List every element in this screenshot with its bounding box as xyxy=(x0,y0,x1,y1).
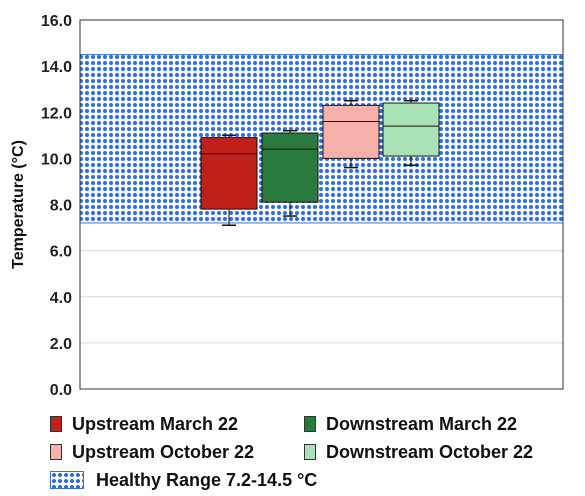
legend-swatch-healthy-range xyxy=(50,471,84,489)
legend: Upstream March 22 Downstream March 22 Up… xyxy=(50,410,580,494)
legend-swatch-upstream-october xyxy=(50,444,62,460)
legend-swatch-upstream-march xyxy=(50,416,62,432)
plot-area-border xyxy=(79,19,564,390)
legend-label-downstream-march: Downstream March 22 xyxy=(326,413,518,434)
box-upstream-march-22 xyxy=(200,134,258,227)
legend-row-1: Upstream March 22 Downstream March 22 xyxy=(50,410,580,438)
legend-label-downstream-october: Downstream October 22 xyxy=(326,441,534,462)
legend-item-healthy-range: Healthy Range 7.2-14.5 °C xyxy=(50,470,317,491)
y-tick-label: 6.0 xyxy=(50,244,72,261)
legend-label-upstream-october: Upstream October 22 xyxy=(72,441,255,462)
y-tick-label: 12.0 xyxy=(41,105,72,122)
box-upstream-october-22 xyxy=(322,99,380,169)
y-axis-label: Temperature (°C) xyxy=(10,140,27,269)
legend-row-2: Upstream October 22 Downstream October 2… xyxy=(50,438,580,466)
legend-label-healthy-range: Healthy Range 7.2-14.5 °C xyxy=(96,469,318,490)
legend-swatch-downstream-october xyxy=(304,444,316,460)
legend-row-3: Healthy Range 7.2-14.5 °C xyxy=(50,466,580,494)
legend-item-upstream-march: Upstream March 22 xyxy=(50,414,304,435)
legend-swatch-downstream-march xyxy=(304,416,316,432)
box-plot-chart: 0.0 2.0 4.0 6.0 8.0 10.0 12.0 14.0 16.0 Temperat… xyxy=(10,13,564,399)
box-downstream-october-22 xyxy=(382,99,440,167)
y-axis-ticks: 0.0 2.0 4.0 6.0 8.0 10.0 12.0 14.0 16.0 xyxy=(41,13,72,399)
legend-label-upstream-march: Upstream March 22 xyxy=(72,413,239,434)
box-series xyxy=(200,99,440,227)
y-tick-label: 16.0 xyxy=(41,13,72,30)
y-tick-label: 10.0 xyxy=(41,151,72,168)
y-tick-label: 14.0 xyxy=(41,59,72,76)
legend-item-downstream-october: Downstream October 22 xyxy=(304,442,558,463)
y-tick-label: 8.0 xyxy=(50,198,72,215)
box-iqr xyxy=(261,132,319,203)
box-downstream-march-22 xyxy=(261,129,319,217)
legend-item-upstream-october: Upstream October 22 xyxy=(50,442,304,463)
legend-item-downstream-march: Downstream March 22 xyxy=(304,414,558,435)
box-iqr xyxy=(322,104,380,159)
y-tick-label: 4.0 xyxy=(50,290,72,307)
box-iqr xyxy=(382,102,440,157)
healthy-range-band xyxy=(79,54,564,224)
y-tick-label: 0.0 xyxy=(50,382,72,399)
box-iqr xyxy=(200,137,258,210)
y-tick-label: 2.0 xyxy=(50,336,72,353)
